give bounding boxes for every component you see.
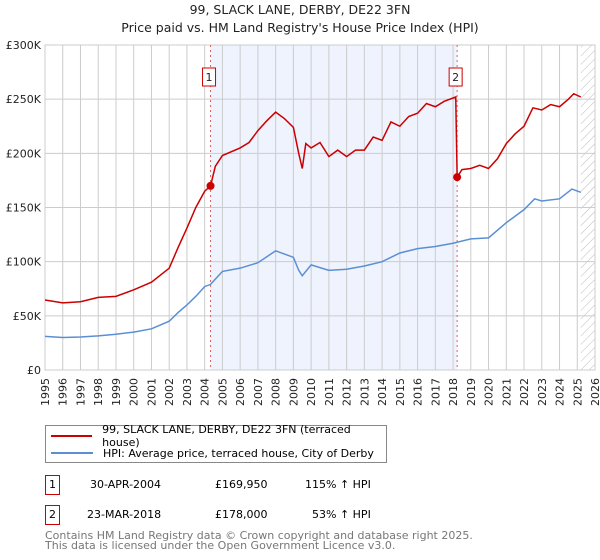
sale-price: £169,950 (215, 478, 268, 491)
y-tick-label: £250K (6, 93, 42, 106)
x-tick-label: 1996 (57, 378, 70, 406)
x-tick-label: 1998 (92, 378, 105, 406)
x-tick-label: 2004 (199, 378, 212, 406)
blue-line-swatch (51, 452, 93, 454)
y-tick-label: £200K (6, 147, 42, 160)
chart-title: 99, SLACK LANE, DERBY, DE22 3FN (189, 2, 411, 17)
sale-label-box (202, 67, 217, 87)
legend: 99, SLACK LANE, DERBY, DE22 3FN (terrace… (45, 423, 387, 463)
x-tick-label: 2026 (589, 378, 600, 406)
footer-copyright: Contains HM Land Registry data © Crown c… (45, 529, 473, 542)
x-tick-label: 2025 (571, 378, 584, 406)
legend-item-hpi: HPI: Average price, terraced house, City… (46, 445, 374, 461)
x-tick-label: 2020 (483, 378, 496, 406)
y-tick-label: £0 (27, 364, 41, 377)
x-tick-label: 2017 (429, 378, 442, 406)
x-tick-label: 1999 (110, 378, 123, 406)
legend-label: 99, SLACK LANE, DERBY, DE22 3FN (terrace… (102, 423, 351, 449)
hpi-line (44, 188, 582, 339)
sale-date: 23-MAR-2018 (87, 508, 162, 521)
sale-label: 1 (206, 71, 213, 84)
legend-label: HPI: Average price, terraced house, City… (103, 446, 374, 460)
plot-area: 1995 1996 1997 1998 1999 2000 2001 2002 2003 2004… (6, 39, 600, 406)
x-tick-label: 2021 (500, 378, 513, 406)
x-tick-label: 2005 (216, 378, 229, 406)
x-tick-label: 2019 (465, 378, 478, 406)
sale-label: 2 (452, 71, 459, 84)
sale-hpi-change: 115% ↑ HPI (305, 478, 371, 491)
sale-marker-label: 1 (45, 475, 60, 495)
x-tick-label: 2001 (145, 378, 158, 406)
plot-border (44, 44, 596, 371)
x-tick-label: 2000 (128, 378, 141, 406)
x-tick-label: 2003 (181, 378, 194, 406)
x-tick-label: 2009 (287, 378, 300, 406)
sale-point (453, 173, 462, 182)
x-tick-label: 1997 (74, 378, 87, 406)
x-tick-label: 2016 (412, 378, 425, 406)
y-tick-label: £150K (6, 202, 42, 215)
x-tick-label: 2013 (358, 378, 371, 406)
sale-marker-label: 2 (45, 505, 60, 525)
x-tick-label: 2012 (341, 378, 354, 406)
x-tick-label: 2002 (163, 378, 176, 406)
x-tick-label: 2022 (518, 378, 531, 406)
x-tick-label: 2006 (234, 378, 247, 406)
footer-licence: This data is licensed under the Open Gov… (45, 539, 396, 552)
x-tick-label: 2018 (447, 378, 460, 406)
sale-label-box (448, 67, 463, 87)
x-tick-label: 2007 (252, 378, 265, 406)
y-tick-label: £300K (6, 39, 42, 52)
x-tick-label: 2010 (305, 378, 318, 406)
x-tick-label: 2023 (536, 378, 549, 406)
sale-price: £178,000 (215, 508, 268, 521)
x-tick-label: 2015 (394, 378, 407, 406)
legend-item-property: 99, SLACK LANE, DERBY, DE22 3FN (terrace… (46, 423, 386, 449)
x-tick-label: 2008 (270, 378, 283, 406)
x-tick-label: 2014 (376, 378, 389, 406)
x-tick-label: 2024 (554, 378, 567, 406)
x-tick-label: 2011 (323, 378, 336, 406)
red-line-swatch (51, 435, 93, 437)
chart-subtitle: Price paid vs. HM Land Registry's House … (121, 20, 479, 35)
price-paid-line (44, 92, 582, 304)
x-tick-label: 1995 (39, 378, 52, 406)
y-tick-label: £100K (6, 256, 42, 269)
y-tick-label: £50K (13, 310, 42, 323)
sale-point (206, 181, 215, 190)
sale-date: 30-APR-2004 (90, 478, 162, 491)
sale-hpi-change: 53% ↑ HPI (312, 508, 371, 521)
